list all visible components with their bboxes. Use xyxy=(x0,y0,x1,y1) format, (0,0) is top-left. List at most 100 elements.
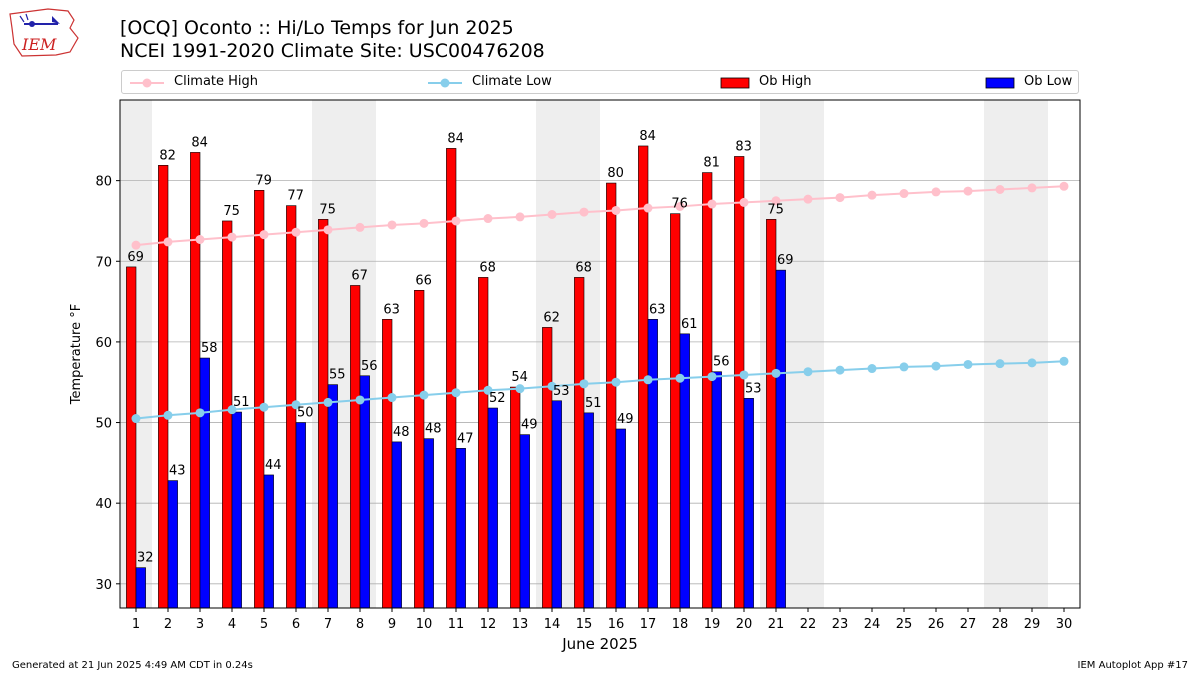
climate-low-point xyxy=(291,400,301,410)
ob-high-label: 63 xyxy=(383,302,400,317)
y-tick-label: 50 xyxy=(95,417,112,432)
climate-low-point xyxy=(995,359,1005,369)
y-tick-label: 30 xyxy=(95,578,112,593)
ob-low-bar xyxy=(327,384,338,609)
ob-low-bar xyxy=(423,438,434,609)
x-tick-label: 22 xyxy=(800,617,817,632)
ob-low-bar xyxy=(615,428,626,609)
iem-logo: IEM xyxy=(9,8,79,57)
ob-high-label: 75 xyxy=(223,204,240,219)
climate-high-point xyxy=(995,185,1005,195)
x-tick-label: 8 xyxy=(356,617,364,632)
chart-legend: Climate High Climate Low Ob High Ob Low xyxy=(121,70,1079,94)
legend-swatch-ob-high xyxy=(720,77,750,89)
weekend-band xyxy=(1016,100,1048,608)
x-tick-label: 13 xyxy=(512,617,529,632)
ob-low-bar xyxy=(455,448,466,609)
ob-high-label: 82 xyxy=(159,148,176,163)
x-tick-label: 20 xyxy=(736,617,753,632)
ob-high-bar xyxy=(414,289,425,609)
ob-high-label: 77 xyxy=(287,189,304,204)
y-tick-label: 40 xyxy=(95,497,112,512)
x-tick-label: 27 xyxy=(960,617,977,632)
ob-low-label: 63 xyxy=(649,302,666,317)
x-tick-label: 2 xyxy=(164,617,172,632)
ob-high-bar xyxy=(254,190,265,609)
ob-low-label: 52 xyxy=(489,391,506,406)
x-axis-label: June 2025 xyxy=(561,635,638,653)
climate-low-point xyxy=(515,384,525,394)
climate-low-point xyxy=(195,408,205,418)
climate-high-point xyxy=(963,186,973,196)
ob-high-bar xyxy=(350,285,361,609)
climate-high-point xyxy=(739,197,749,207)
climate-low-point xyxy=(931,361,941,371)
ob-high-label: 84 xyxy=(447,131,464,146)
climate-high-line xyxy=(135,185,1065,247)
ob-low-label: 50 xyxy=(297,406,314,421)
chart-title: [OCQ] Oconto :: Hi/Lo Temps for Jun 2025 xyxy=(120,17,514,39)
legend-label: Climate Low xyxy=(472,74,552,89)
legend-swatch-ob-low xyxy=(985,77,1015,89)
climate-low-point xyxy=(899,362,909,372)
x-tick-label: 26 xyxy=(928,617,945,632)
climate-high-point xyxy=(1059,181,1069,191)
x-tick-label: 14 xyxy=(544,617,561,632)
ob-high-bar xyxy=(574,277,585,609)
climate-low-point xyxy=(803,367,813,377)
legend-swatch-climate-low xyxy=(428,78,462,88)
ob-high-label: 83 xyxy=(735,139,752,154)
ob-high-bar xyxy=(158,165,169,609)
x-tick-label: 18 xyxy=(672,617,689,632)
climate-low-point xyxy=(1059,356,1069,366)
x-tick-label: 19 xyxy=(704,617,721,632)
logo-text: IEM xyxy=(21,35,57,54)
x-tick-label: 12 xyxy=(480,617,497,632)
ob-high-bar xyxy=(766,219,777,609)
x-tick-label: 15 xyxy=(576,617,593,632)
climate-high-point xyxy=(227,232,237,242)
climate-low-line xyxy=(135,360,1065,420)
climate-high-point xyxy=(899,189,909,199)
ob-high-bar xyxy=(734,156,745,609)
y-tick-label: 60 xyxy=(95,336,112,351)
climate-low-point xyxy=(835,365,845,375)
climate-low-point xyxy=(355,395,365,405)
x-tick-label: 16 xyxy=(608,617,625,632)
ob-high-label: 84 xyxy=(191,135,208,150)
climate-high-point xyxy=(131,240,141,250)
x-tick-label: 7 xyxy=(324,617,332,632)
climate-high-point xyxy=(259,230,269,240)
ob-high-label: 69 xyxy=(127,250,144,265)
climate-low-point xyxy=(163,410,173,420)
ob-low-label: 47 xyxy=(457,431,474,446)
ob-high-label: 54 xyxy=(511,370,528,385)
ob-low-label: 48 xyxy=(425,422,442,437)
ob-low-bar xyxy=(167,480,178,609)
climate-high-point xyxy=(611,205,621,215)
x-tick-label: 25 xyxy=(896,617,913,632)
ob-low-label: 48 xyxy=(393,425,410,440)
climate-high-point xyxy=(515,212,525,222)
climate-high-point xyxy=(707,199,717,209)
climate-low-point xyxy=(131,414,141,424)
climate-high-point xyxy=(867,190,877,200)
ob-high-label: 62 xyxy=(543,310,560,325)
ob-low-bar xyxy=(743,398,754,609)
ob-low-bar xyxy=(487,407,498,609)
x-tick-label: 30 xyxy=(1056,617,1073,632)
climate-lines-layer xyxy=(131,181,1069,424)
ob-low-label: 49 xyxy=(617,412,634,427)
ob-high-bar xyxy=(222,220,233,609)
climate-low-point xyxy=(675,373,685,383)
x-tick-label: 3 xyxy=(196,617,204,632)
ob-high-label: 66 xyxy=(415,273,432,288)
climate-high-point xyxy=(803,194,813,204)
ob-low-label: 56 xyxy=(713,355,730,370)
climate-low-point xyxy=(707,372,717,382)
ob-high-label: 76 xyxy=(671,197,688,212)
climate-high-point xyxy=(451,216,461,226)
ob-low-bar xyxy=(583,412,594,609)
x-tick-label: 28 xyxy=(992,617,1009,632)
climate-low-point xyxy=(771,368,781,378)
